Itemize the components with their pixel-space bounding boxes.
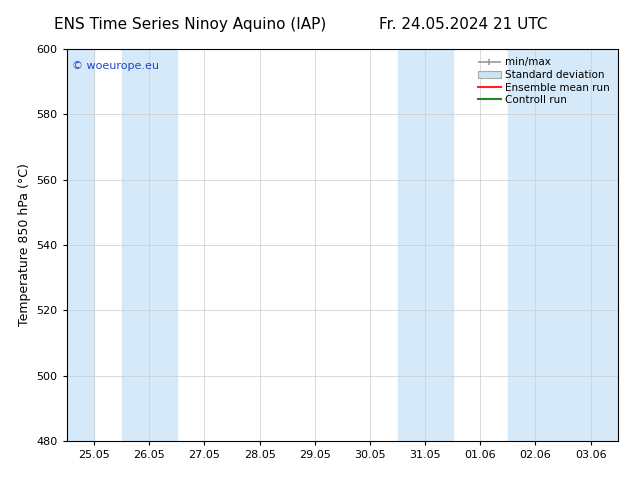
Bar <box>398 49 453 441</box>
Text: ENS Time Series Ninoy Aquino (IAP): ENS Time Series Ninoy Aquino (IAP) <box>54 17 327 32</box>
Bar <box>563 49 618 441</box>
Legend: min/max, Standard deviation, Ensemble mean run, Controll run: min/max, Standard deviation, Ensemble me… <box>475 54 613 108</box>
Text: © woeurope.eu: © woeurope.eu <box>72 61 159 71</box>
Bar <box>508 49 563 441</box>
Y-axis label: Temperature 850 hPa (°C): Temperature 850 hPa (°C) <box>18 164 30 326</box>
Bar <box>67 49 94 441</box>
Text: Fr. 24.05.2024 21 UTC: Fr. 24.05.2024 21 UTC <box>378 17 547 32</box>
Bar <box>122 49 177 441</box>
